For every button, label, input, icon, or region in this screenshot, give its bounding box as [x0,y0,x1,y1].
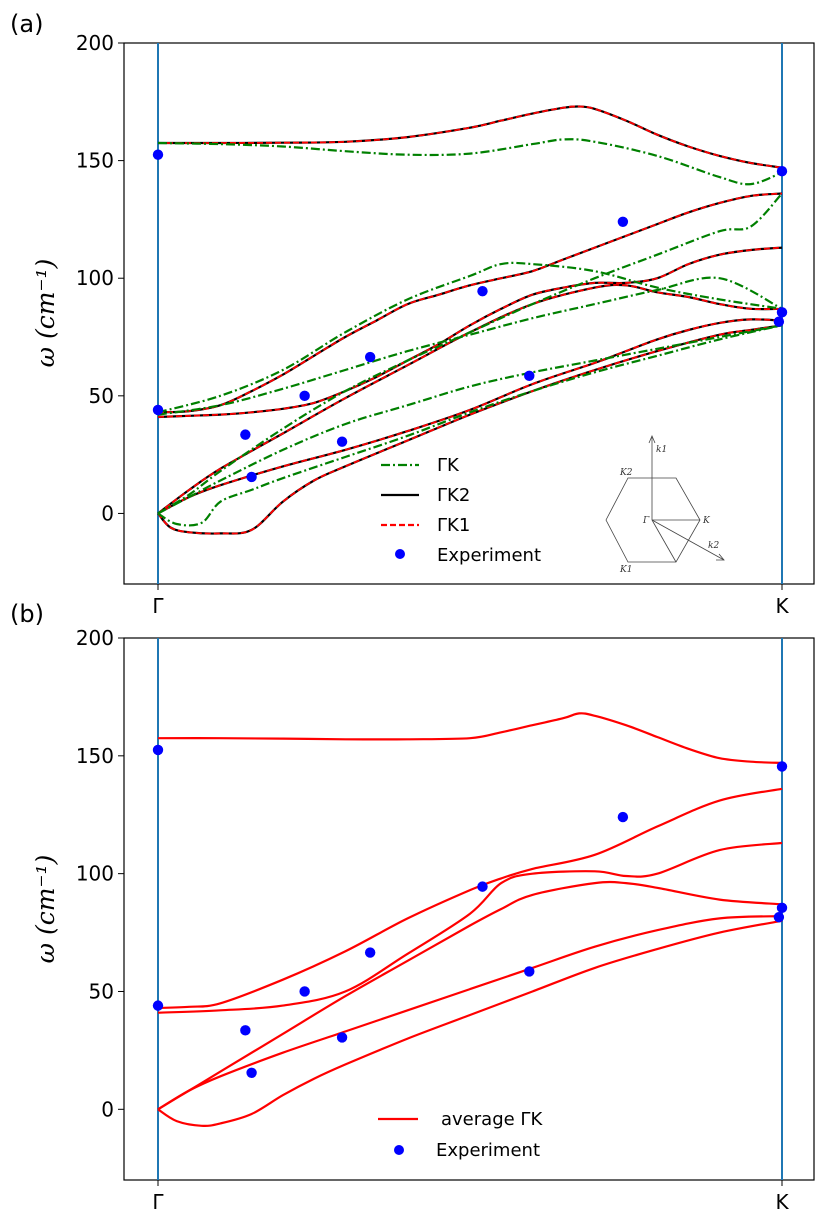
gk1-line [157,192,783,414]
panel-b: (b) 0 50 100 150 200 Γ K ω (cm⁻¹) average ΓK… [10,600,815,1214]
panel-a-points [152,149,788,483]
panel-a-legend: ΓK ΓK2 ΓK1 Experiment [381,455,541,566]
y-tick-label: 150 [76,149,114,173]
panel-a-x-ticks: Γ K [152,584,789,618]
y-tick-label: 100 [76,266,114,290]
gk-line [157,276,783,416]
legend-exp-marker-b [394,1145,404,1155]
panel-b-x-ticks: Γ K [152,1180,789,1214]
experiment-point [776,902,788,914]
y-tick-label: 50 [89,384,114,408]
experiment-point [152,744,164,756]
panel-a-lines [157,43,783,584]
legend-exp-label-b: Experiment [436,1140,540,1161]
gk1-line [157,283,783,515]
experiment-point [240,1025,251,1036]
panel-b-label: (b) [10,600,44,628]
experiment-point [776,165,788,177]
average-gk-line [157,919,783,1127]
inset-k1: k1 [656,445,667,455]
experiment-point [246,471,257,483]
panel-a-xtick-gamma: Γ [152,594,164,618]
experiment-point [364,947,376,958]
y-tick-label: 50 [89,979,114,1003]
gk-line [157,261,783,414]
experiment-point [776,761,788,772]
brillouin-zone-inset [605,434,725,563]
panel-b-xtick-gamma: Γ [152,1190,164,1214]
inset-k2: k2 [708,541,719,551]
gk2-line [157,105,783,169]
experiment-point [299,986,310,997]
gk1-line [157,105,783,169]
panel-a-xtick-k: K [775,594,789,618]
average-gk-line [157,880,783,1111]
experiment-point [617,216,629,227]
gk1-line [157,324,783,535]
average-gk-line [157,712,783,764]
panel-b-ylabel: ω (cm⁻¹) [31,855,60,964]
y-tick-label: 0 [101,1097,114,1121]
panel-b-xtick-k: K [775,1190,789,1214]
legend-avg-label: average ΓK [441,1109,543,1130]
experiment-point [299,390,310,402]
panel-a-label: (a) [10,10,43,38]
panel-a-ylabel: ω (cm⁻¹) [31,259,60,368]
gk-line [157,138,783,186]
average-gk-line [157,841,783,1014]
inset-K: K [702,516,711,526]
panel-b-points [152,744,788,1078]
experiment-point [773,912,785,923]
y-tick-label: 200 [76,626,114,650]
y-tick-label: 100 [76,862,114,886]
legend-gk-label: ΓK [437,455,460,476]
experiment-point [152,404,164,416]
gk1-line [157,318,783,515]
y-tick-label: 0 [101,501,114,525]
inset-K2: K2 [619,468,633,478]
inset-gamma: Γ [642,516,650,526]
panel-a-axes-frame [123,42,815,585]
experiment-point [477,285,488,297]
inset-K1: K1 [619,565,632,575]
k2-arrow [651,519,725,561]
experiment-point [336,1032,348,1043]
experiment-point [152,149,164,160]
average-gk-line [157,915,783,1111]
panel-b-lines [157,638,783,1180]
panel-a-y-ticks: 0 50 100 150 200 [76,31,124,525]
y-tick-label: 200 [76,31,114,55]
experiment-point [336,436,348,447]
legend-gk1-label: ΓK1 [437,515,470,536]
panel-b-axes-frame [123,637,815,1181]
experiment-point [477,881,488,892]
legend-exp-marker [395,549,405,559]
y-tick-label: 150 [76,744,114,768]
experiment-point [152,1000,164,1011]
experiment-point [240,429,251,440]
average-gk-line [157,787,783,1010]
experiment-point [776,307,788,318]
experiment-point [364,351,376,363]
gk1-line [157,246,783,418]
gk-line [157,324,783,527]
gk-line [157,324,783,515]
panel-b-y-ticks: 0 50 100 150 200 [76,626,124,1121]
experiment-point [246,1067,257,1078]
gk-line [157,192,783,515]
legend-gk2-label: ΓK2 [437,485,470,506]
experiment-point [524,966,535,977]
experiment-point [524,370,535,382]
gk2-line [157,192,783,414]
panel-b-legend: average ΓK Experiment [378,1109,543,1161]
experiment-point [617,811,629,823]
legend-exp-label: Experiment [437,545,541,566]
experiment-point [773,316,785,327]
